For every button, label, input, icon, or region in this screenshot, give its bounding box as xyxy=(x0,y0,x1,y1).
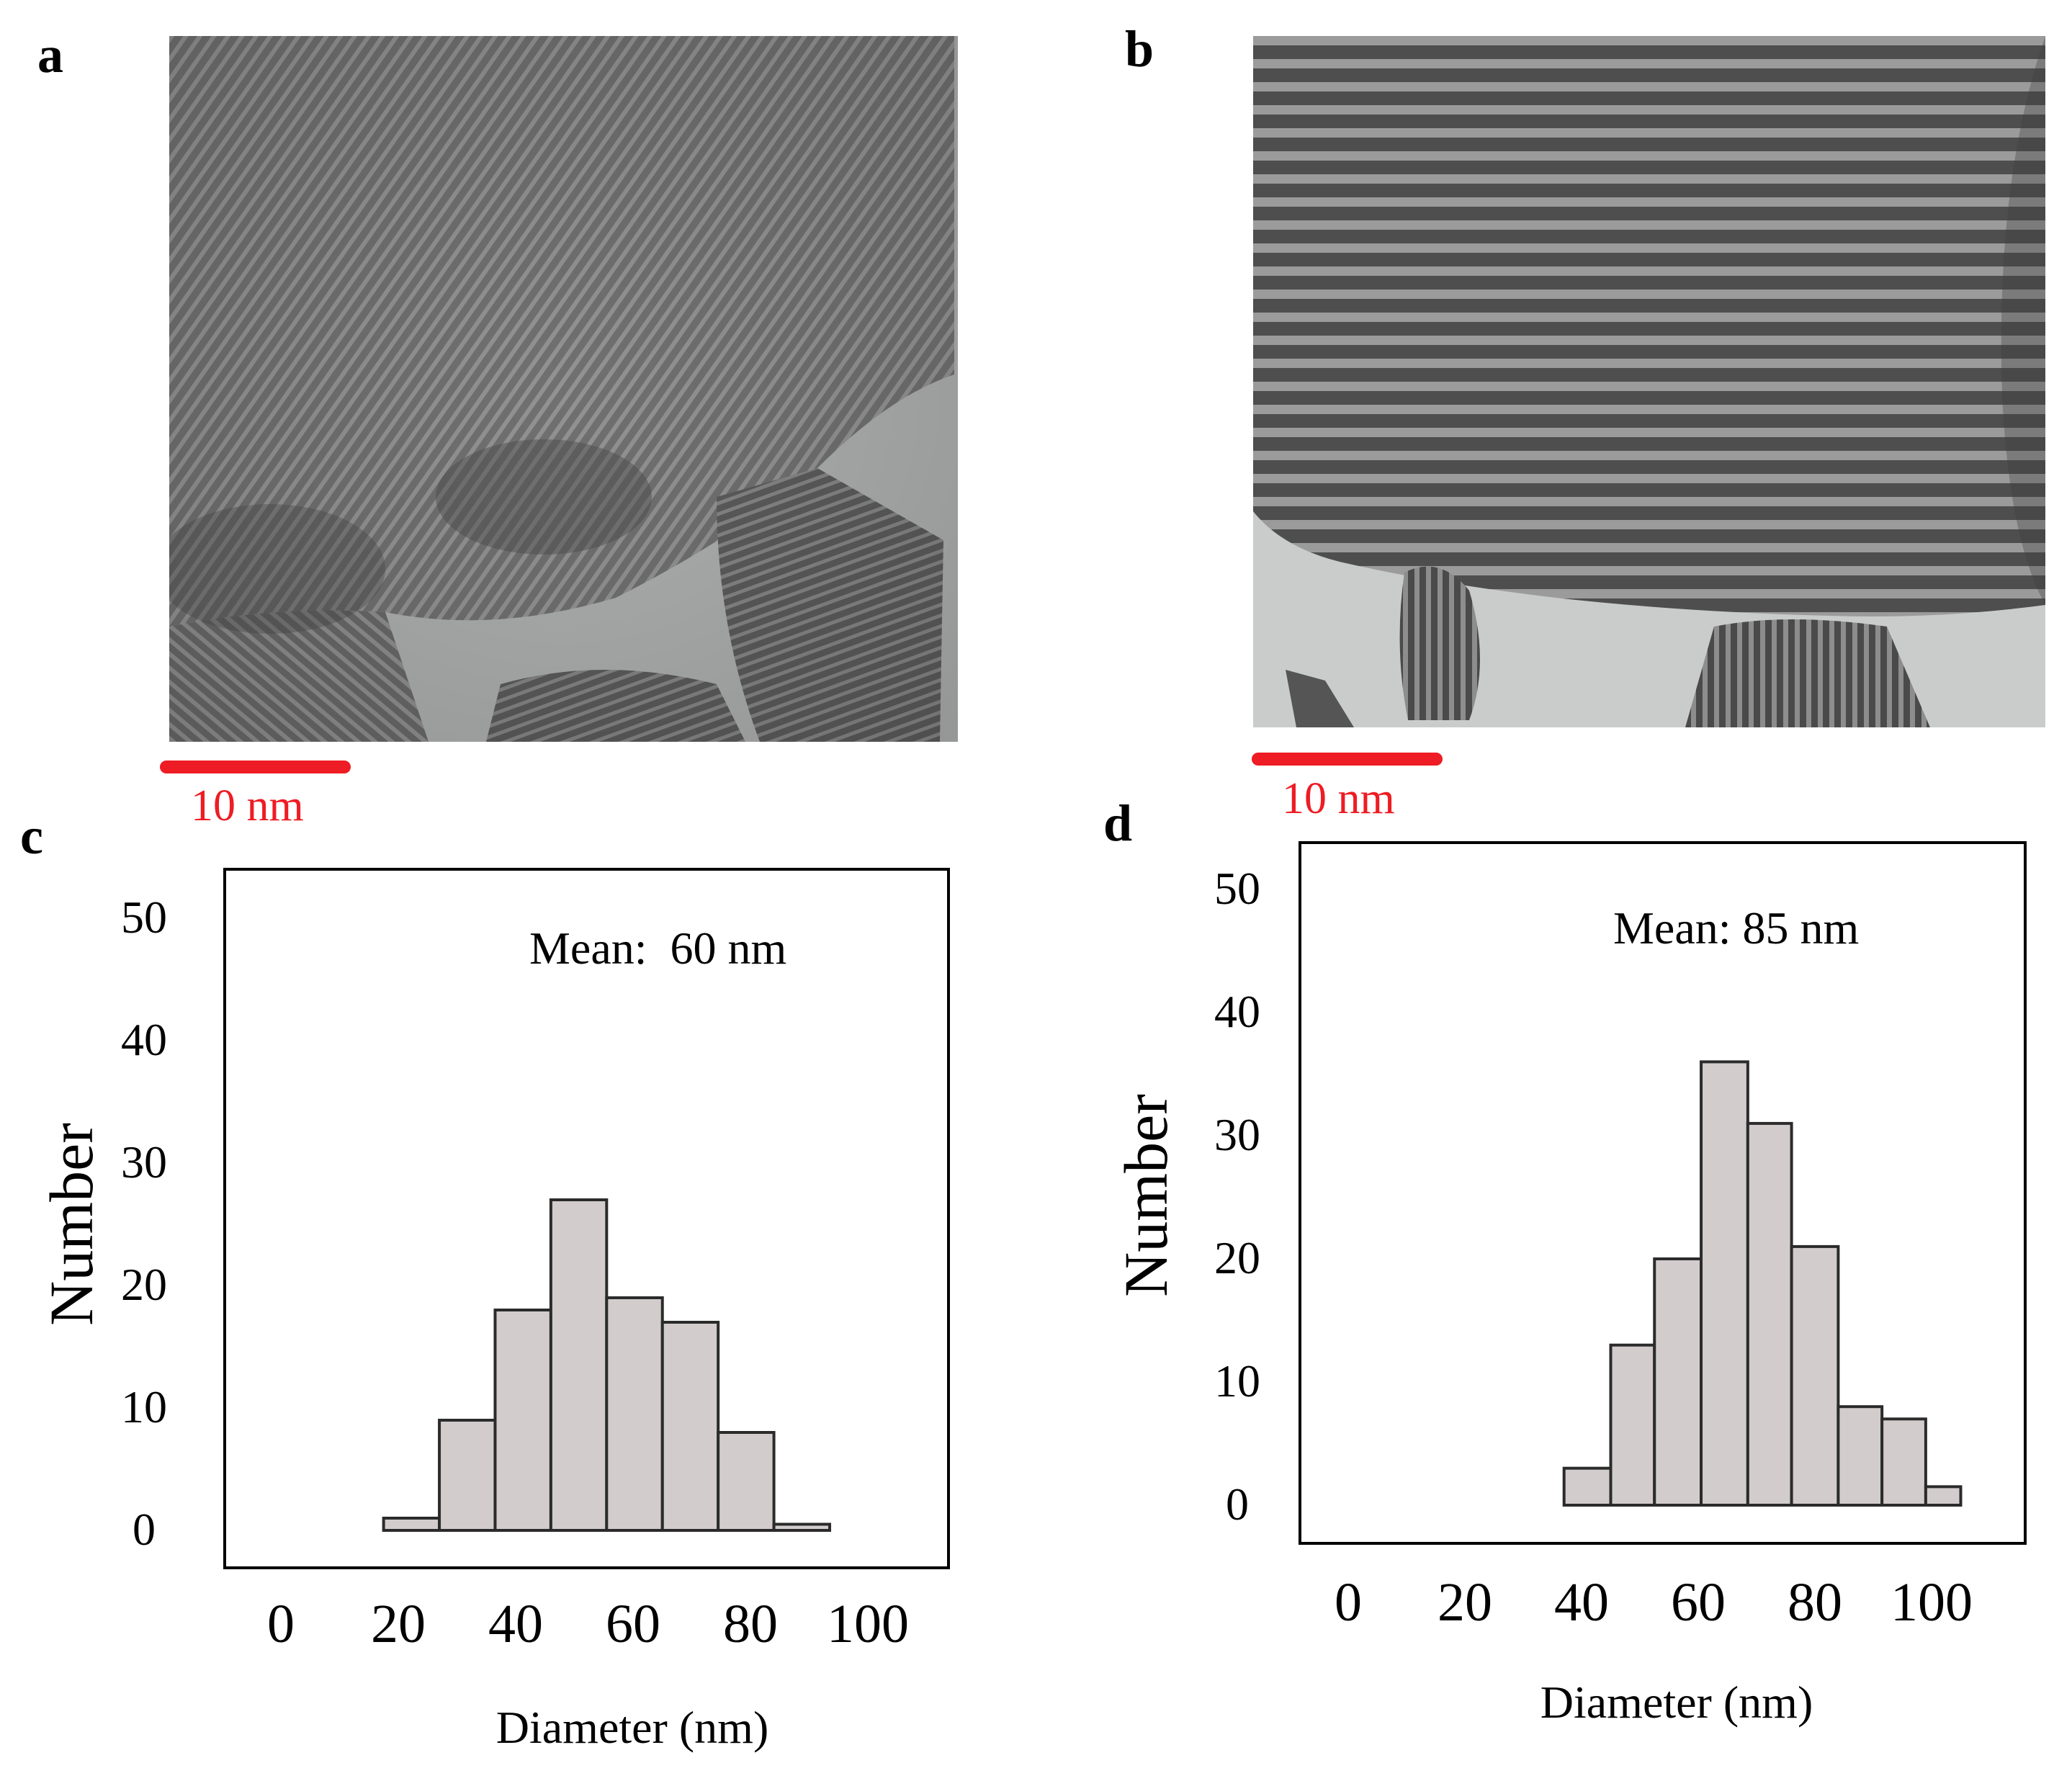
bar-d-6 xyxy=(1836,1405,1884,1507)
scale-label-b: 10 nm xyxy=(1282,774,1395,823)
annotation-mean-d: Mean: 85 nm xyxy=(1613,902,1859,954)
bar-c-7 xyxy=(772,1522,832,1532)
bar-c-2 xyxy=(493,1309,552,1532)
scale-bar-a xyxy=(160,761,351,773)
x-tick-label-c-2: 40 xyxy=(488,1594,543,1654)
x-tick-label-d-1: 20 xyxy=(1438,1572,1492,1633)
y-tick-label-d-3: 30 xyxy=(1214,1109,1260,1160)
x-tick-label-d-4: 80 xyxy=(1788,1572,1842,1633)
bar-c-0 xyxy=(382,1517,441,1532)
bars-c xyxy=(382,1198,832,1532)
x-tick-label-d-2: 40 xyxy=(1554,1572,1609,1633)
y-tick-label-c-1: 10 xyxy=(121,1381,167,1432)
bar-d-0 xyxy=(1562,1466,1613,1507)
bar-c-5 xyxy=(660,1321,720,1532)
bar-d-3 xyxy=(1700,1060,1749,1507)
y-tick-label-c-3: 30 xyxy=(121,1136,167,1188)
x-ticks-d: 0 20 40 60 80 100 xyxy=(1335,1572,1973,1633)
x-tick-label-c-3: 60 xyxy=(606,1594,660,1654)
y-tick-label-c-4: 40 xyxy=(121,1014,167,1065)
bar-d-1 xyxy=(1609,1343,1656,1507)
bar-c-1 xyxy=(438,1419,497,1532)
x-ticks-c: 0 20 40 60 80 100 xyxy=(267,1594,909,1654)
y-tick-label-c-5: 50 xyxy=(121,892,167,943)
y-axis-label-c: Number xyxy=(37,1123,106,1326)
scale-bar-b xyxy=(1252,753,1443,766)
bar-c-6 xyxy=(717,1431,776,1532)
x-tick-label-c-1: 20 xyxy=(371,1594,426,1654)
histogram-c: 0 10 20 30 40 50 0 20 40 60 80 100 Mean: 60 nm Num… xyxy=(37,868,950,1753)
y-axis-label-d: Number xyxy=(1111,1094,1180,1297)
bars-d xyxy=(1562,1060,1963,1507)
plot-frame-c xyxy=(223,868,950,1569)
tem-image-b-texture xyxy=(1253,36,2045,727)
tem-image-a xyxy=(169,36,958,742)
bar-d-4 xyxy=(1746,1121,1793,1507)
panel-letter-a: a xyxy=(37,26,63,84)
y-tick-label-c-0: 0 xyxy=(133,1504,156,1555)
x-tick-label-d-0: 0 xyxy=(1335,1572,1362,1633)
x-tick-label-c-5: 100 xyxy=(827,1594,909,1654)
x-tick-label-c-0: 0 xyxy=(267,1594,295,1654)
bar-d-5 xyxy=(1790,1244,1840,1507)
x-tick-label-d-5: 100 xyxy=(1891,1572,1973,1633)
y-ticks-c: 0 10 20 30 40 50 xyxy=(121,892,167,1555)
plot-frame-d xyxy=(1299,841,2027,1545)
panel-letter-c: c xyxy=(20,807,43,865)
histogram-d: 0 10 20 30 40 50 0 20 40 60 80 100 Mean: 85 nm Num… xyxy=(1111,841,2027,1728)
y-tick-label-d-4: 40 xyxy=(1214,986,1260,1037)
x-axis-label-c: Diameter (nm) xyxy=(496,1702,769,1753)
y-tick-label-d-1: 10 xyxy=(1214,1355,1260,1407)
y-tick-label-d-0: 0 xyxy=(1226,1479,1249,1530)
y-tick-label-c-2: 20 xyxy=(121,1259,167,1310)
panel-letter-b: b xyxy=(1125,20,1154,78)
tem-image-b xyxy=(1253,36,2045,727)
bar-d-2 xyxy=(1653,1257,1703,1507)
bar-d-7 xyxy=(1880,1417,1927,1507)
y-tick-label-d-5: 50 xyxy=(1214,863,1260,914)
scale-label-a: 10 nm xyxy=(191,781,304,830)
annotation-mean-c: Mean: 60 nm xyxy=(529,923,786,974)
x-axis-label-d: Diameter (nm) xyxy=(1540,1677,1813,1728)
tem-image-a-texture xyxy=(169,36,958,742)
bar-d-8 xyxy=(1924,1485,1963,1507)
x-tick-label-c-4: 80 xyxy=(723,1594,778,1654)
bar-c-4 xyxy=(605,1296,664,1532)
y-ticks-d: 0 10 20 30 40 50 xyxy=(1214,863,1260,1530)
x-tick-label-d-3: 60 xyxy=(1671,1572,1726,1633)
y-tick-label-d-2: 20 xyxy=(1214,1232,1260,1283)
bar-c-3 xyxy=(549,1198,609,1532)
panel-letter-d: d xyxy=(1103,794,1133,852)
